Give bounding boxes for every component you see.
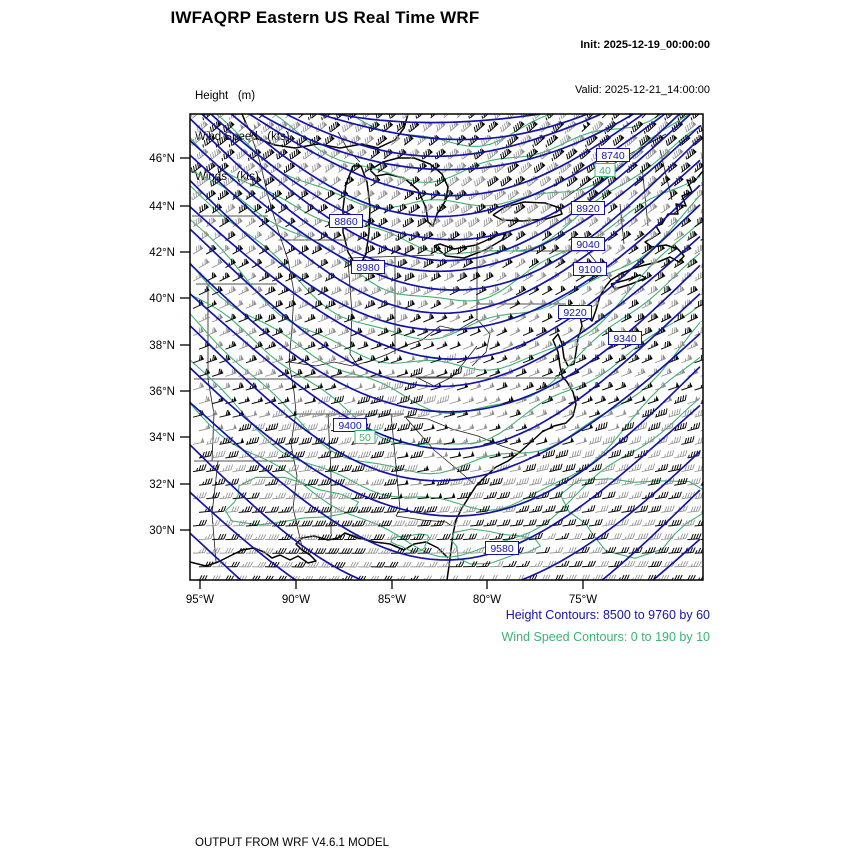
x-tick-label: 85°W <box>378 594 406 605</box>
x-tick-label: 95°W <box>186 594 214 605</box>
axes: 46°N 44°N 42°N 40°N 38°N 36°N 34°N 32°N 30°N 95°W… <box>149 153 597 605</box>
svg-text:9040: 9040 <box>576 239 600 251</box>
run-times: Init: 2025-12-19_00:00:00 Valid: 2025-12… <box>575 8 710 128</box>
svg-text:9340: 9340 <box>613 333 637 345</box>
height-contour-label: 9100 <box>573 262 607 276</box>
y-tick-label: 46°N <box>149 153 175 165</box>
y-tick-label: 36°N <box>149 386 175 398</box>
model-info-footer: OUTPUT FROM WRF V4.6.1 MODEL WE = 310 ; … <box>195 806 647 850</box>
svg-text:9580: 9580 <box>490 543 514 555</box>
svg-text:8920: 8920 <box>576 203 600 215</box>
svg-text:8980: 8980 <box>356 262 380 274</box>
height-contour-label: 9040 <box>571 237 605 251</box>
height-contour-label: 9400 <box>333 418 367 432</box>
weather-map: 8740 8920 8860 9040 8980 9100 9220 9340 9400 9580… <box>149 113 704 605</box>
height-contour-label: 8860 <box>329 214 363 228</box>
height-contour-label: 9340 <box>608 331 642 345</box>
x-tick-label: 90°W <box>282 594 310 605</box>
y-tick-label: 38°N <box>149 340 175 352</box>
svg-text:40: 40 <box>599 165 611 177</box>
y-tick-label: 44°N <box>149 201 175 213</box>
wind-speed-contour-label: 50 <box>354 430 376 444</box>
height-contours <box>190 114 701 580</box>
map-frame <box>189 113 704 581</box>
svg-text:8860: 8860 <box>334 216 358 228</box>
y-tick-label: 42°N <box>149 247 175 259</box>
init-time: Init: 2025-12-19_00:00:00 <box>580 39 710 51</box>
svg-text:9100: 9100 <box>578 264 602 276</box>
y-tick-label: 32°N <box>149 479 175 491</box>
y-tick-label: 40°N <box>149 293 175 305</box>
wind-speed-contour-label: 40 <box>594 163 616 177</box>
x-tick-label: 75°W <box>569 594 597 605</box>
y-tick-label: 34°N <box>149 432 175 444</box>
svg-text:8740: 8740 <box>601 150 625 162</box>
y-tick-label: 30°N <box>149 525 175 537</box>
height-contour-caption: Height Contours: 8500 to 9760 by 60 <box>505 608 710 622</box>
height-contour-label: 8980 <box>351 260 385 274</box>
height-contour-label: 8740 <box>596 148 630 162</box>
x-tick-label: 80°W <box>473 594 501 605</box>
svg-text:9220: 9220 <box>563 307 587 319</box>
svg-text:50: 50 <box>359 432 371 444</box>
valid-time: Valid: 2025-12-21_14:00:00 <box>575 84 710 96</box>
wind-speed-contour-caption: Wind Speed Contours: 0 to 190 by 10 <box>501 630 710 644</box>
footer-model-line: OUTPUT FROM WRF V4.6.1 MODEL <box>195 837 390 849</box>
svg-text:9400: 9400 <box>338 420 362 432</box>
map-root: 8740 8920 8860 9040 8980 9100 9220 9340 9400 9580… <box>149 113 704 605</box>
height-contour-label: 9220 <box>558 305 592 319</box>
page-title: IWFAQRP Eastern US Real Time WRF <box>170 8 480 27</box>
height-contour-label: 8920 <box>571 201 605 215</box>
legend-height: Height (m) <box>195 90 256 102</box>
height-contour-label: 9580 <box>485 541 519 555</box>
